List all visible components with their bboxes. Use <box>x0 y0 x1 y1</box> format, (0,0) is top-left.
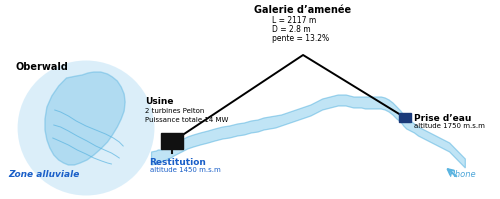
Polygon shape <box>152 95 466 168</box>
Polygon shape <box>45 72 125 165</box>
Text: Prise d’eau: Prise d’eau <box>414 114 471 123</box>
Text: Zone alluviale: Zone alluviale <box>8 170 79 179</box>
Text: altitude 1750 m.s.m: altitude 1750 m.s.m <box>414 123 484 129</box>
Text: L = 2117 m: L = 2117 m <box>272 16 316 25</box>
Text: altitude 1450 m.s.m: altitude 1450 m.s.m <box>150 167 220 173</box>
Ellipse shape <box>18 60 154 195</box>
Text: Galerie d’amenée: Galerie d’amenée <box>254 5 352 15</box>
Bar <box>162 133 183 149</box>
Text: Restitution: Restitution <box>150 158 206 167</box>
Text: pente = 13.2%: pente = 13.2% <box>272 34 329 43</box>
Text: Puissance totale 14 MW: Puissance totale 14 MW <box>144 117 228 123</box>
Text: Rhone: Rhone <box>450 170 476 179</box>
Text: D = 2.8 m: D = 2.8 m <box>272 25 310 34</box>
Text: Usine: Usine <box>144 97 173 106</box>
Text: Oberwald: Oberwald <box>16 62 68 72</box>
Bar <box>399 113 410 122</box>
Text: 2 turbines Pelton: 2 turbines Pelton <box>144 108 204 114</box>
